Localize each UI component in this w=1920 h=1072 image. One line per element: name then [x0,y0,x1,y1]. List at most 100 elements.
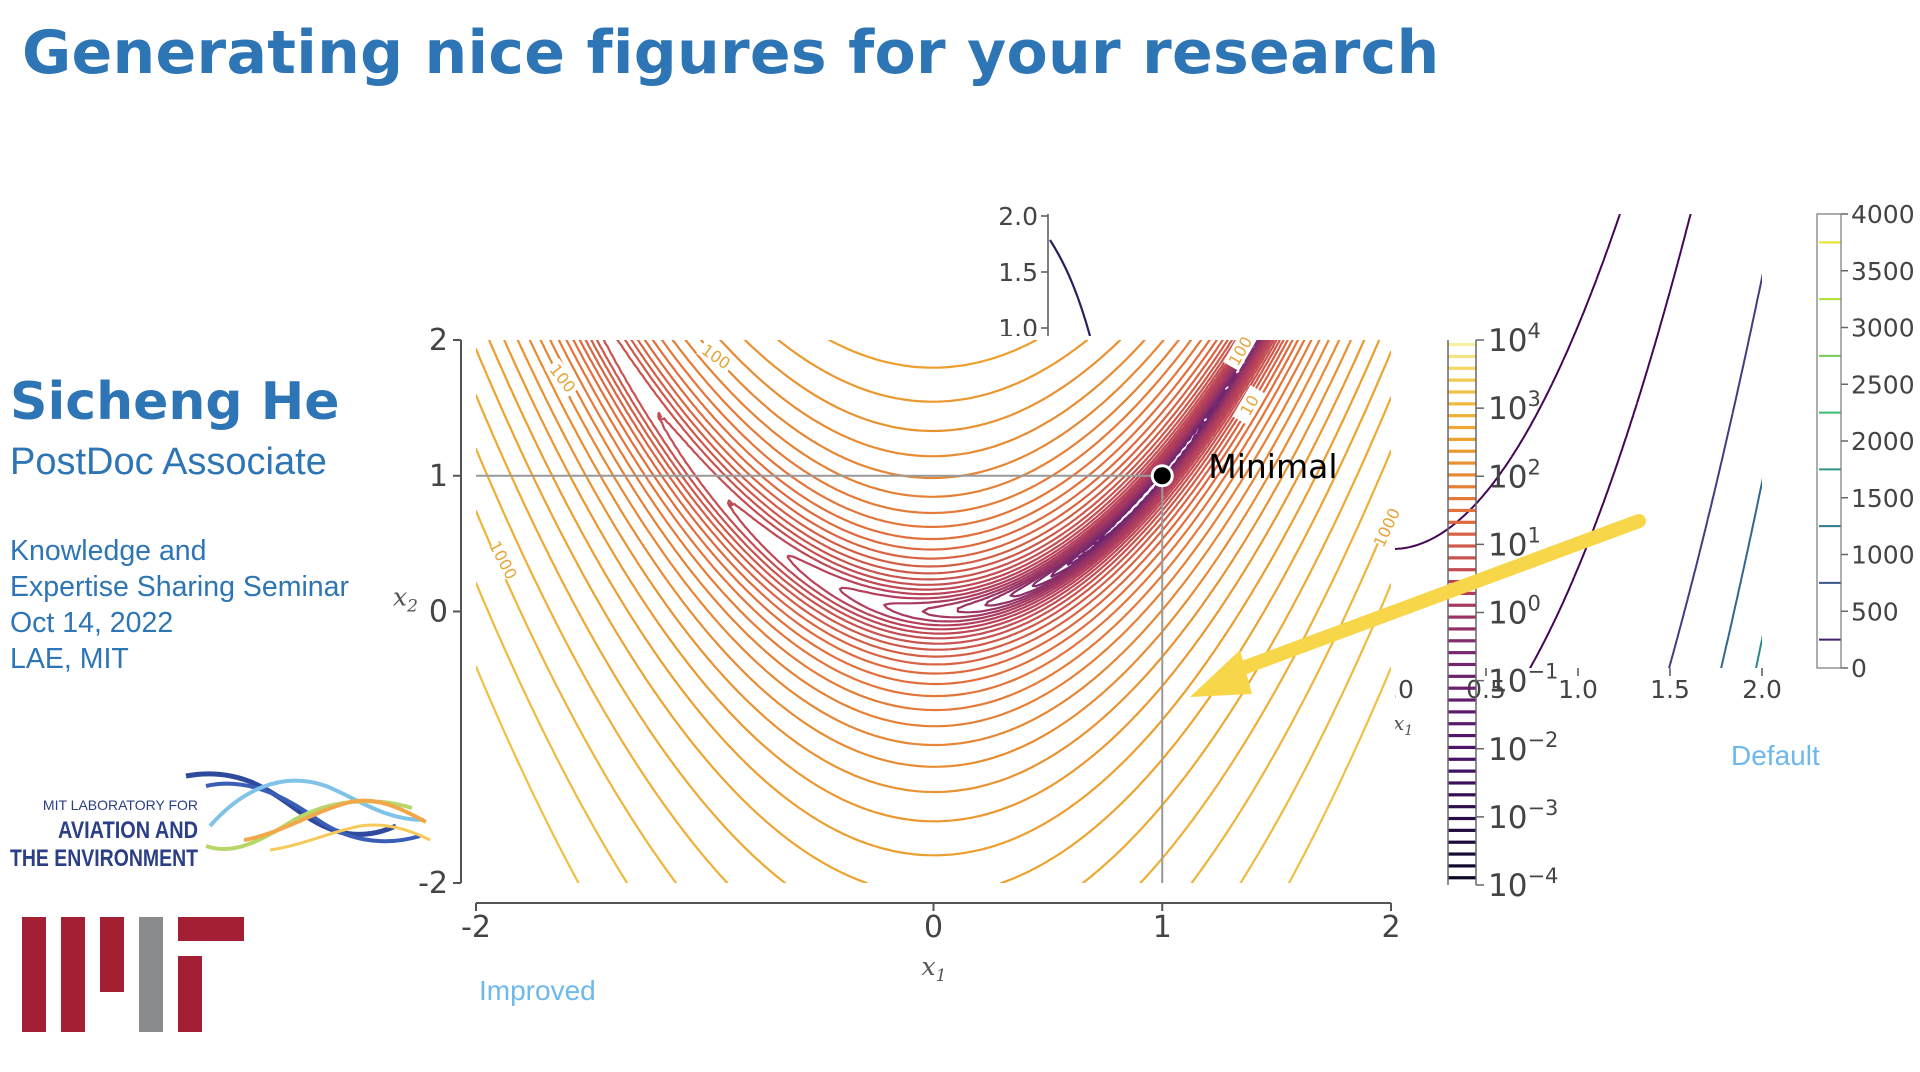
colorbar-band [1448,544,1476,548]
colorbar-band [1448,508,1476,513]
default-contour-lines [1394,214,1799,712]
colorbar-band [1448,828,1476,832]
contour-line [838,340,1269,627]
inset-y-tick-label: 2.0 [998,202,1038,231]
improved-axes: -2 0 1 2 -2 0 1 2 x1 x2 [393,323,1401,986]
lae-logo-line1: MIT LABORATORY FOR [43,797,198,813]
colorbar-band [1448,686,1476,690]
event-line: Oct 14, 2022 [10,607,174,639]
event-line: Knowledge and [10,535,207,567]
contour-line [1755,634,1762,668]
colorbar-tick-label: 2500 [1851,370,1915,399]
arrow-shaft [1225,514,1646,679]
x-tick-label: 1.0 [1558,675,1598,704]
colorbar-band [1448,615,1476,619]
colorbar-tick-label: 4000 [1851,200,1915,229]
colorbar-band [1448,497,1476,501]
colorbar-tick-label: 100 [1488,592,1541,632]
y-tick-label: -2 [418,866,448,901]
contour-line [727,340,1273,635]
contour-line [488,340,1381,857]
contour-line [602,340,1278,645]
contour-line [476,447,1391,883]
colorbar-band [1448,674,1476,678]
colorbar-band [1448,793,1476,797]
contour-line [786,340,1271,631]
mit-logo [22,917,244,1032]
colorbar-band [1448,378,1476,382]
colorbar-tick-label: 0 [1851,654,1867,683]
colorbar-band [1448,414,1476,418]
colorbar-band [1448,402,1476,406]
colorbar-band [1448,816,1476,821]
contour-line [528,340,1341,768]
x-tick-label: 2 [1381,910,1400,945]
colorbar-tick-label: 10−3 [1488,796,1558,836]
contour-line [1797,703,1799,712]
x-tick-label: 0 [924,910,943,945]
contour-line [516,340,1352,794]
colorbar-tick-label: 10−1 [1488,660,1558,700]
colorbar-band [1448,485,1476,489]
minimum-marker [1150,464,1174,488]
colorbar-band [1448,520,1476,524]
contour-line [565,340,1306,698]
colorbar-band [1448,568,1476,572]
contour-line [503,340,1366,823]
contour-line [476,394,1391,883]
colorbar-tick-label: 1500 [1851,484,1915,513]
improved-label: Improved [479,975,596,1006]
speaker-role: PostDoc Associate [10,441,327,483]
contour-line [1720,477,1762,668]
colorbar-band [1448,698,1476,702]
colorbar-band [1448,710,1476,714]
default-label: Default [1731,740,1820,771]
contour-line [883,340,1267,623]
colorbar-band [1448,390,1476,394]
colorbar-band [1448,639,1476,643]
y-axis-label: x2 [393,583,418,617]
colorbar-band [1448,532,1476,536]
contour-line [476,665,1391,883]
y-tick-label: 1 [429,459,448,494]
speaker-name: Sicheng He [10,372,340,432]
y-tick-label: 2 [429,323,448,358]
contour-label: 10 [1232,385,1266,426]
contour-line [1394,214,1692,668]
event-line: Expertise Sharing Seminar [10,571,349,603]
colorbar-band [1448,864,1476,868]
colorbar-band [1448,769,1476,773]
colorbar-band [1448,662,1476,667]
x-tick-label: 1.5 [1650,675,1690,704]
colorbar-band [1448,343,1476,347]
x-tick-label: -2 [461,910,491,945]
colorbar-band [1448,781,1476,785]
colorbar-band [1448,366,1476,370]
default-colorbar: 4000 3500 3000 2500 2000 1500 1000 500 0 [1816,200,1915,683]
colorbar-band [1448,840,1476,844]
lae-logo: MIT LABORATORY FOR AVIATION AND THE ENVI… [10,771,431,872]
colorbar-tick-label: 3000 [1851,314,1915,343]
default-inset-plot: 2.01.51.0 [998,202,1092,343]
lae-logo-line2: AVIATION AND [58,817,198,844]
colorbar-tick-label: 103 [1488,387,1541,427]
colorbar-tick-label: 102 [1488,455,1541,495]
x-tick-label: 2.0 [1742,675,1782,704]
colorbar-tick-label: 104 [1488,319,1541,359]
slide-title: Generating nice figures for your researc… [22,18,1440,88]
colorbar-band [1448,473,1476,477]
colorbar-tick-label: 10−2 [1488,728,1558,768]
event-info: Knowledge and Expertise Sharing Seminar … [10,533,349,677]
default-contour-plot: 0.00.51.01.52.0x1 [1374,214,1799,739]
improved-annotation: Minimal [476,447,1338,883]
x-tick-label: 1 [1153,910,1172,945]
y-tick-label: 0 [429,595,448,630]
colorbar-band [1448,556,1476,560]
comparison-arrow [1190,514,1646,697]
colorbar-band [1448,876,1476,880]
colorbar-band [1448,757,1476,761]
colorbar-band [1448,627,1476,631]
contour-line [657,340,1275,640]
x-axis-label: x1 [1393,711,1413,739]
